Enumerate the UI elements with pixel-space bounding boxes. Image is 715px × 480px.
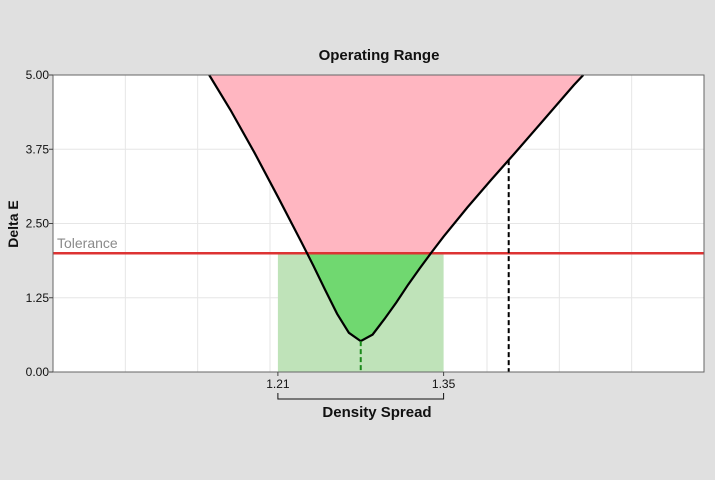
y-tick-label: 1.25 — [26, 291, 50, 305]
density-spread-bracket — [277, 393, 445, 400]
tolerance-label: Tolerance — [57, 235, 118, 251]
x-tick-label: 1.21 — [266, 377, 290, 391]
y-tick-label: 0.00 — [26, 365, 50, 379]
y-tick-label: 5.00 — [26, 68, 50, 82]
delta-e-curve — [208, 74, 585, 343]
fill-above-tolerance — [209, 75, 584, 342]
y-axis-ticks: 0.00 1.25 2.50 3.75 5.00 — [26, 68, 53, 379]
fill-below-tolerance — [307, 253, 431, 342]
chart-title: Operating Range — [319, 47, 440, 64]
x-tick-label: 1.35 — [432, 377, 456, 391]
y-tick-label: 3.75 — [26, 142, 50, 156]
x-axis-ticks: 1.21 1.35 — [266, 372, 456, 391]
y-tick-label: 2.50 — [26, 217, 50, 231]
x-axis-label: Density Spread — [322, 404, 431, 421]
y-axis-label: Delta E — [5, 200, 21, 247]
